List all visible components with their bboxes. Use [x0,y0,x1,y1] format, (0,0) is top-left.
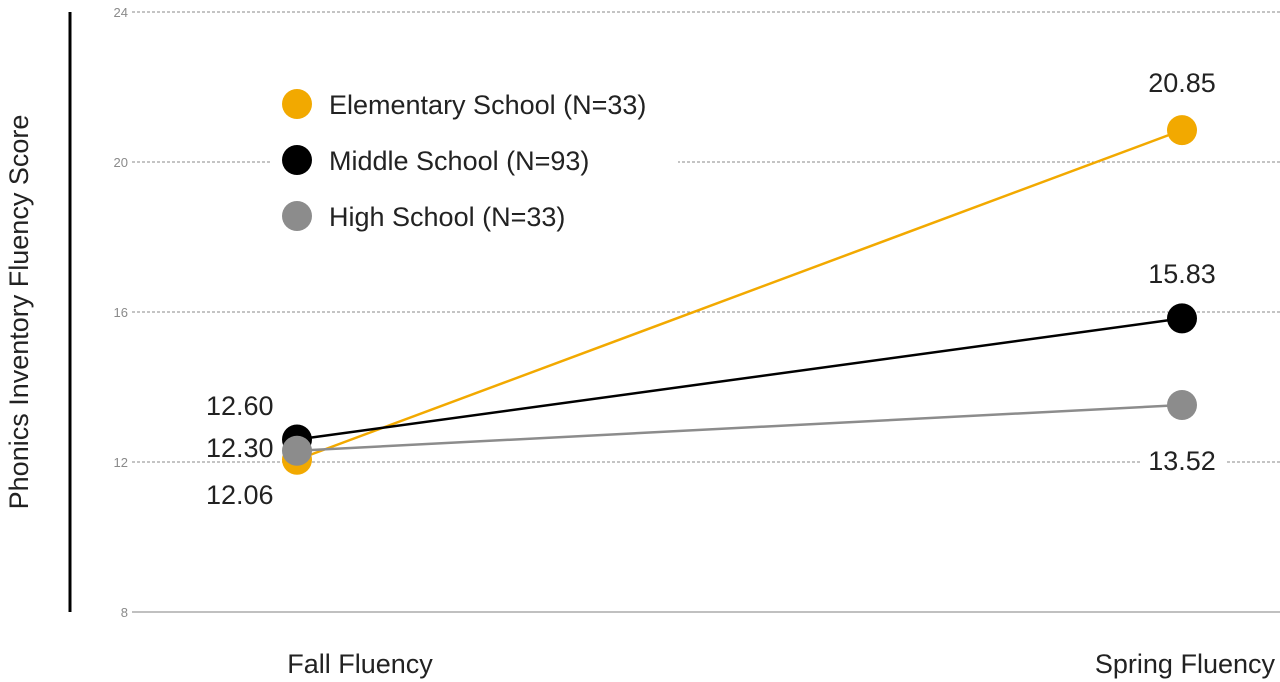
legend-swatch [282,89,312,119]
data-label: 12.60 [206,391,274,421]
data-point [1167,115,1197,146]
series-points [282,115,1197,475]
data-point [1167,303,1197,334]
series-line [296,128,1183,461]
data-label: 13.52 [1148,446,1216,476]
data-label: 20.85 [1148,68,1216,98]
legend-swatch [282,145,312,175]
y-tick-label: 24 [114,5,128,20]
series-line [296,403,1183,452]
x-category-label: Spring Fluency [1095,649,1276,679]
y-axis-title: Phonics Inventory Fluency Score [4,115,34,510]
y-tick-label: 16 [114,305,128,320]
data-label: 12.06 [206,480,274,510]
y-tick-label: 20 [114,155,128,170]
legend-backdrop [270,70,678,250]
series-lines [296,128,1183,461]
y-tick-labels: 8 12 16 20 24 [114,5,128,620]
value-labels: 12.06 20.85 12.60 15.83 12.30 13.52 [206,68,1226,510]
y-tick-label: 12 [114,455,128,470]
y-tick-label: 8 [121,605,128,620]
x-category-labels: Fall Fluency Spring Fluency [287,649,1275,679]
legend-swatch [282,201,312,231]
data-label: 12.30 [206,433,274,463]
data-point [1167,390,1197,420]
x-category-label: Fall Fluency [287,649,433,679]
data-label: 15.83 [1148,259,1216,289]
data-point [282,435,312,466]
legend-label: Middle School (N=93) [329,146,589,176]
legend: Elementary School (N=33) Middle School (N… [270,70,678,250]
legend-label: High School (N=33) [329,202,565,232]
label-backdrop [1140,444,1226,478]
legend-label: Elementary School (N=33) [329,90,646,120]
series-line [296,317,1183,441]
